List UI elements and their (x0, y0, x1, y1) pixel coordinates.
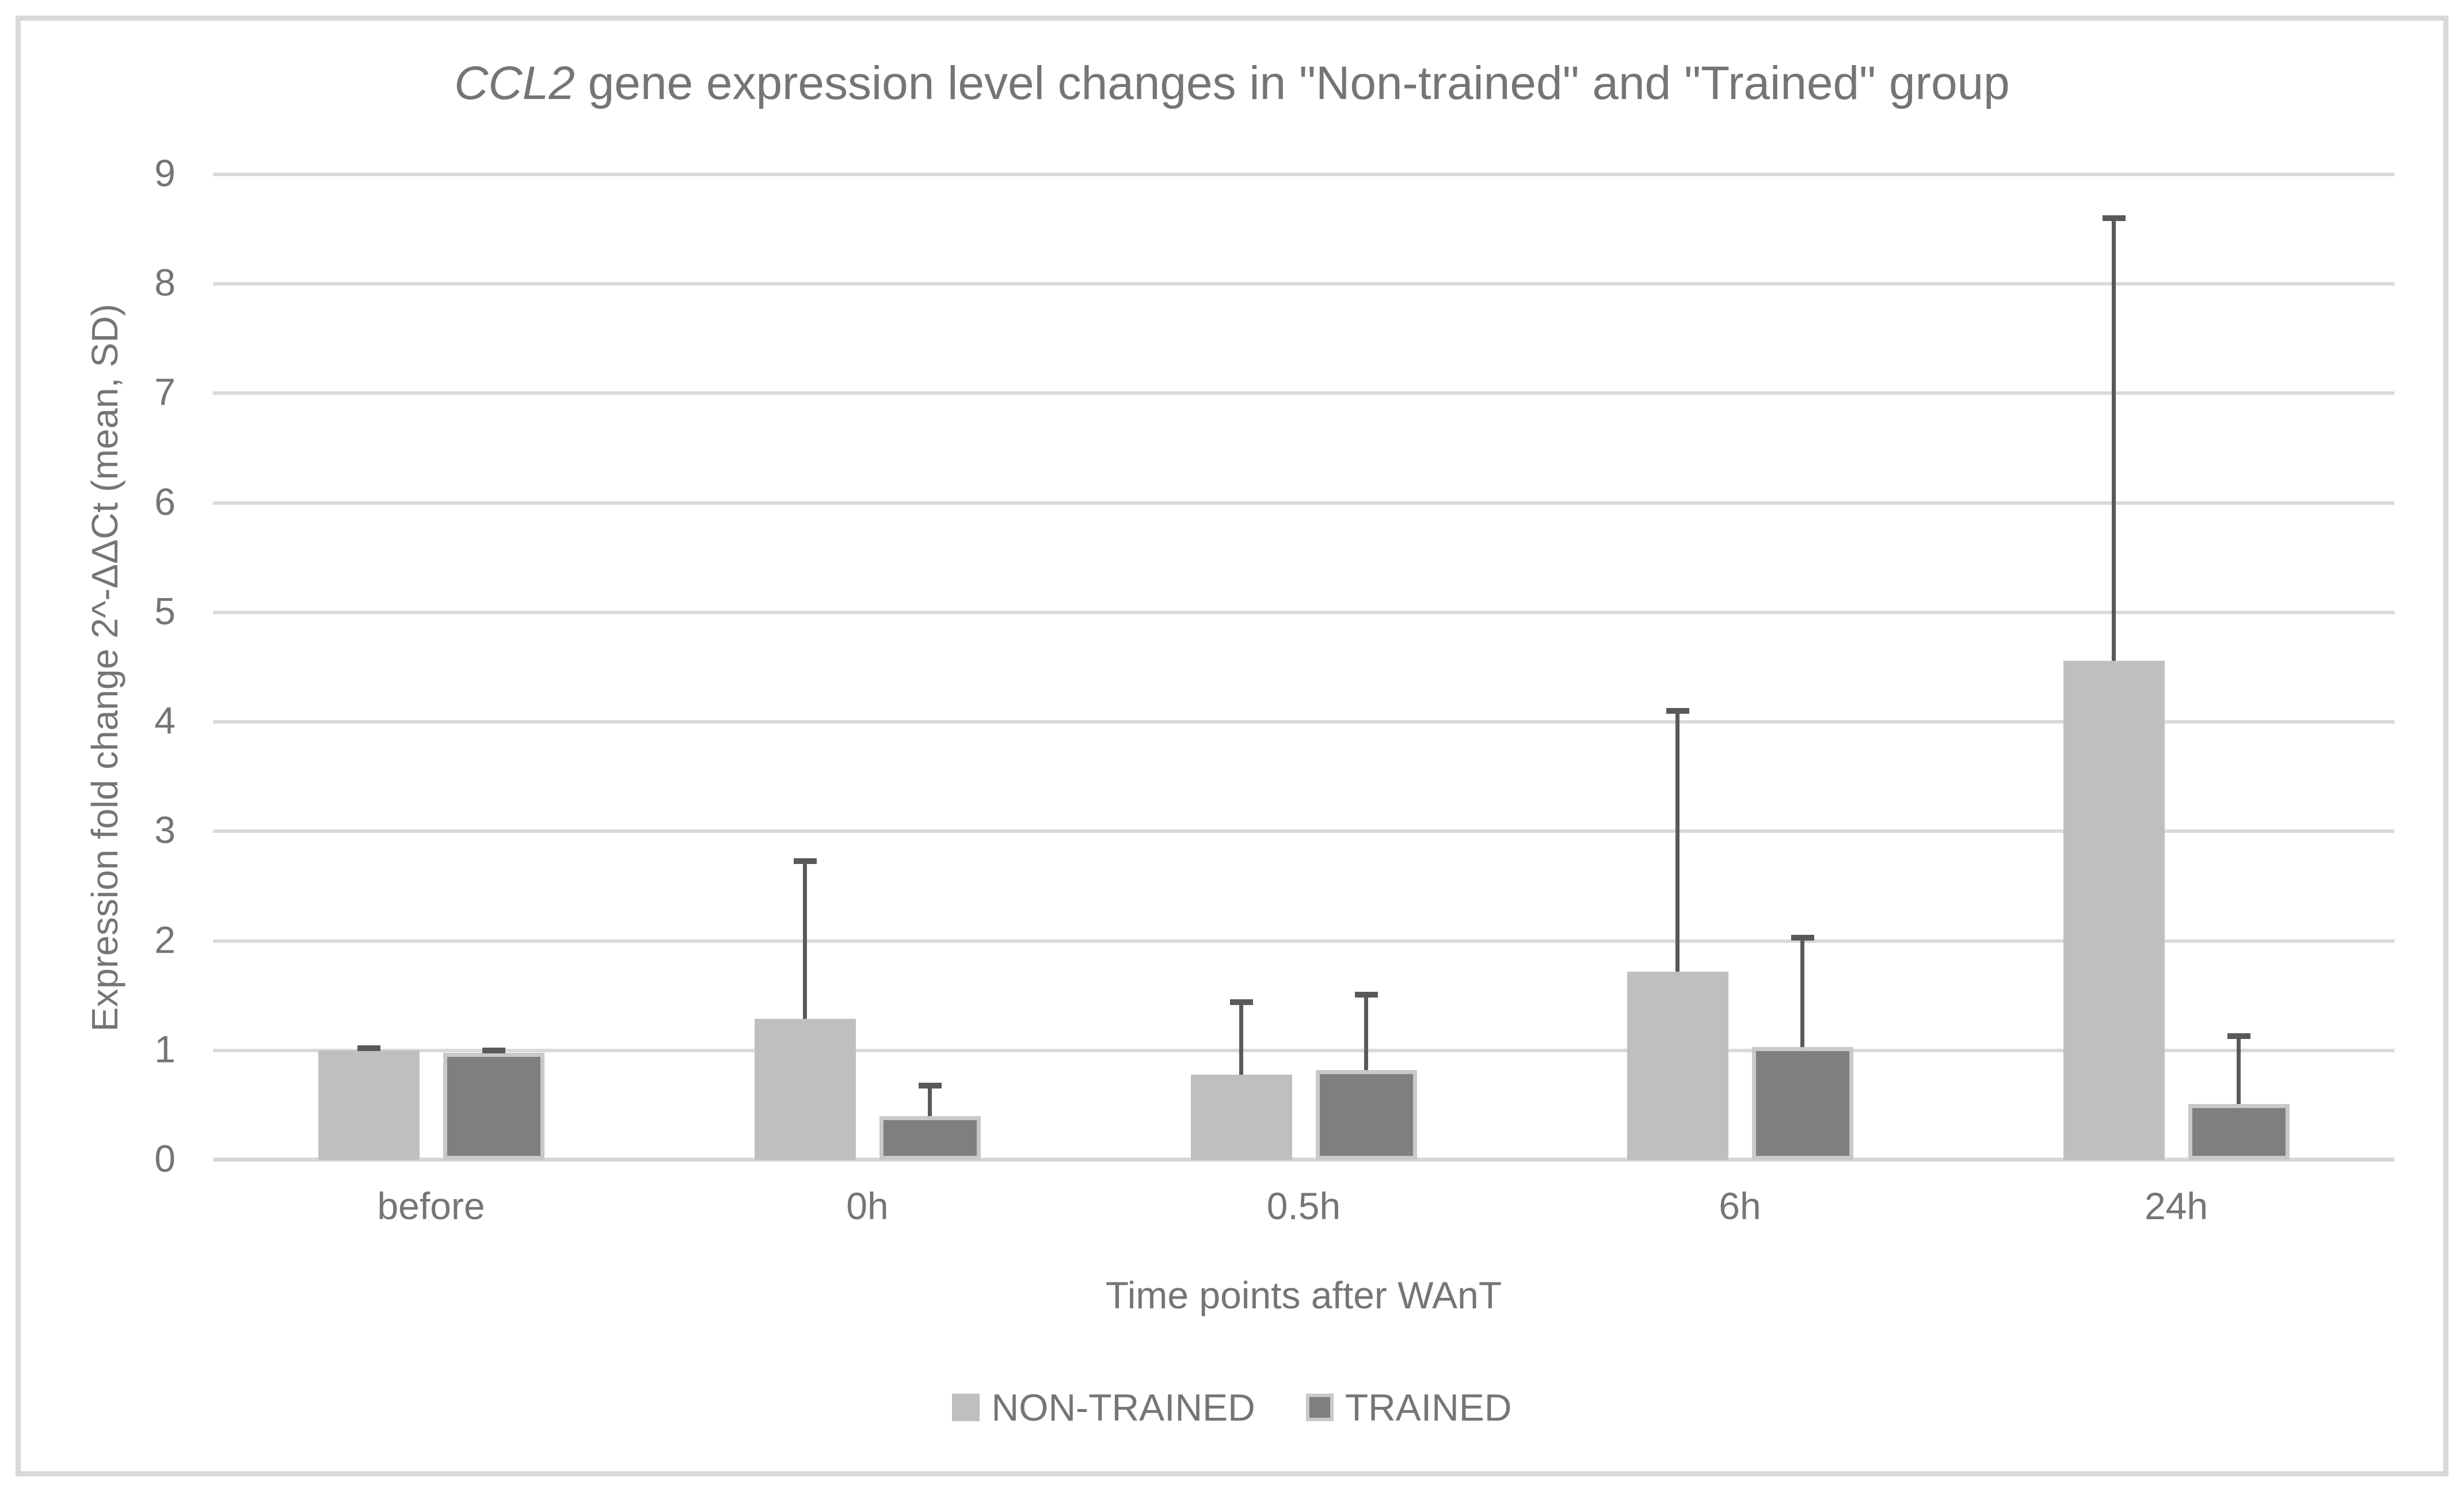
y-tick-label-8: 8 (154, 261, 176, 304)
gridline-y2 (213, 939, 2394, 943)
x-axis-line (213, 1158, 2394, 1162)
gridline-y1 (213, 1048, 2394, 1052)
error-bar-trained-0h (928, 1085, 932, 1116)
chart-title-gene-name: CCL2 (454, 57, 575, 109)
y-tick-label-3: 3 (154, 808, 176, 851)
gridline-y8 (213, 282, 2394, 286)
bar-non-trained-24h (2063, 660, 2165, 1160)
bar-non-trained-0h (754, 1018, 856, 1160)
y-tick-label-4: 4 (154, 699, 176, 742)
bar-non-trained-6h (1627, 971, 1728, 1160)
y-tick-label-1: 1 (154, 1027, 176, 1071)
error-bar-cap-non-trained-0.5h (1229, 999, 1253, 1006)
error-bar-cap-trained-0h (918, 1082, 942, 1088)
bar-trained-before (443, 1052, 544, 1160)
chart-frame-border (16, 16, 2448, 1476)
legend-item-non-trained: NON-TRAINED (952, 1388, 1255, 1426)
y-tick-label-5: 5 (154, 589, 176, 633)
error-bar-cap-trained-24h (2227, 1033, 2250, 1040)
gridline-y5 (213, 610, 2394, 614)
x-axis-title: Time points after WAnT (1105, 1274, 1502, 1316)
x-tick-label-24h: 24h (2144, 1185, 2208, 1227)
error-bar-trained-0.5h (1364, 994, 1368, 1071)
error-bar-non-trained-24h (2112, 218, 2116, 661)
bar-trained-0.5h (1315, 1070, 1417, 1160)
legend-label-trained: TRAINED (1345, 1386, 1512, 1429)
y-tick-label-9: 9 (154, 151, 176, 195)
x-tick-label-0h: 0h (846, 1185, 889, 1227)
error-bar-non-trained-0.5h (1239, 1002, 1243, 1075)
legend-swatch-non-trained (952, 1394, 980, 1421)
legend-swatch-trained (1305, 1394, 1334, 1421)
gridline-y4 (213, 720, 2394, 724)
legend-label-non-trained: NON-TRAINED (991, 1386, 1255, 1429)
bar-trained-24h (2188, 1104, 2290, 1160)
error-bar-cap-trained-before (482, 1047, 505, 1053)
gridline-y3 (213, 829, 2394, 833)
error-bar-trained-24h (2237, 1036, 2241, 1104)
gridline-y6 (213, 501, 2394, 505)
error-bar-cap-non-trained-0h (793, 858, 817, 864)
error-bar-non-trained-6h (1675, 711, 1680, 972)
gridline-y7 (213, 391, 2394, 395)
y-tick-label-7: 7 (154, 370, 176, 413)
x-tick-label-0.5h: 0.5h (1266, 1185, 1341, 1227)
y-tick-label-6: 6 (154, 480, 176, 523)
y-tick-label-0: 0 (154, 1137, 176, 1180)
x-tick-label-6h: 6h (1719, 1185, 1761, 1227)
y-tick-label-2: 2 (154, 918, 176, 961)
bar-trained-0h (879, 1116, 981, 1160)
error-bar-cap-non-trained-24h (2102, 215, 2126, 222)
error-bar-non-trained-0h (803, 861, 807, 1019)
plot-area (213, 173, 2394, 1162)
error-bar-cap-trained-0.5h (1354, 991, 1378, 998)
legend-item-trained: TRAINED (1305, 1386, 1512, 1429)
bar-non-trained-0.5h (1190, 1074, 1292, 1160)
gridline-y9 (213, 173, 2394, 176)
x-tick-label-before: before (377, 1185, 485, 1227)
legend: NON-TRAINED TRAINED (0, 1388, 2464, 1426)
error-bar-trained-6h (1800, 937, 1804, 1048)
bar-trained-6h (1751, 1047, 1853, 1160)
chart-title-text: gene expression level changes in "Non-tr… (574, 57, 2010, 109)
error-bar-cap-trained-6h (1791, 934, 1814, 941)
chart-title: CCL2 gene expression level changes in "N… (0, 56, 2464, 111)
error-bar-cap-non-trained-before (357, 1045, 380, 1051)
bar-non-trained-before (318, 1050, 420, 1160)
error-bar-cap-non-trained-6h (1666, 708, 1689, 714)
